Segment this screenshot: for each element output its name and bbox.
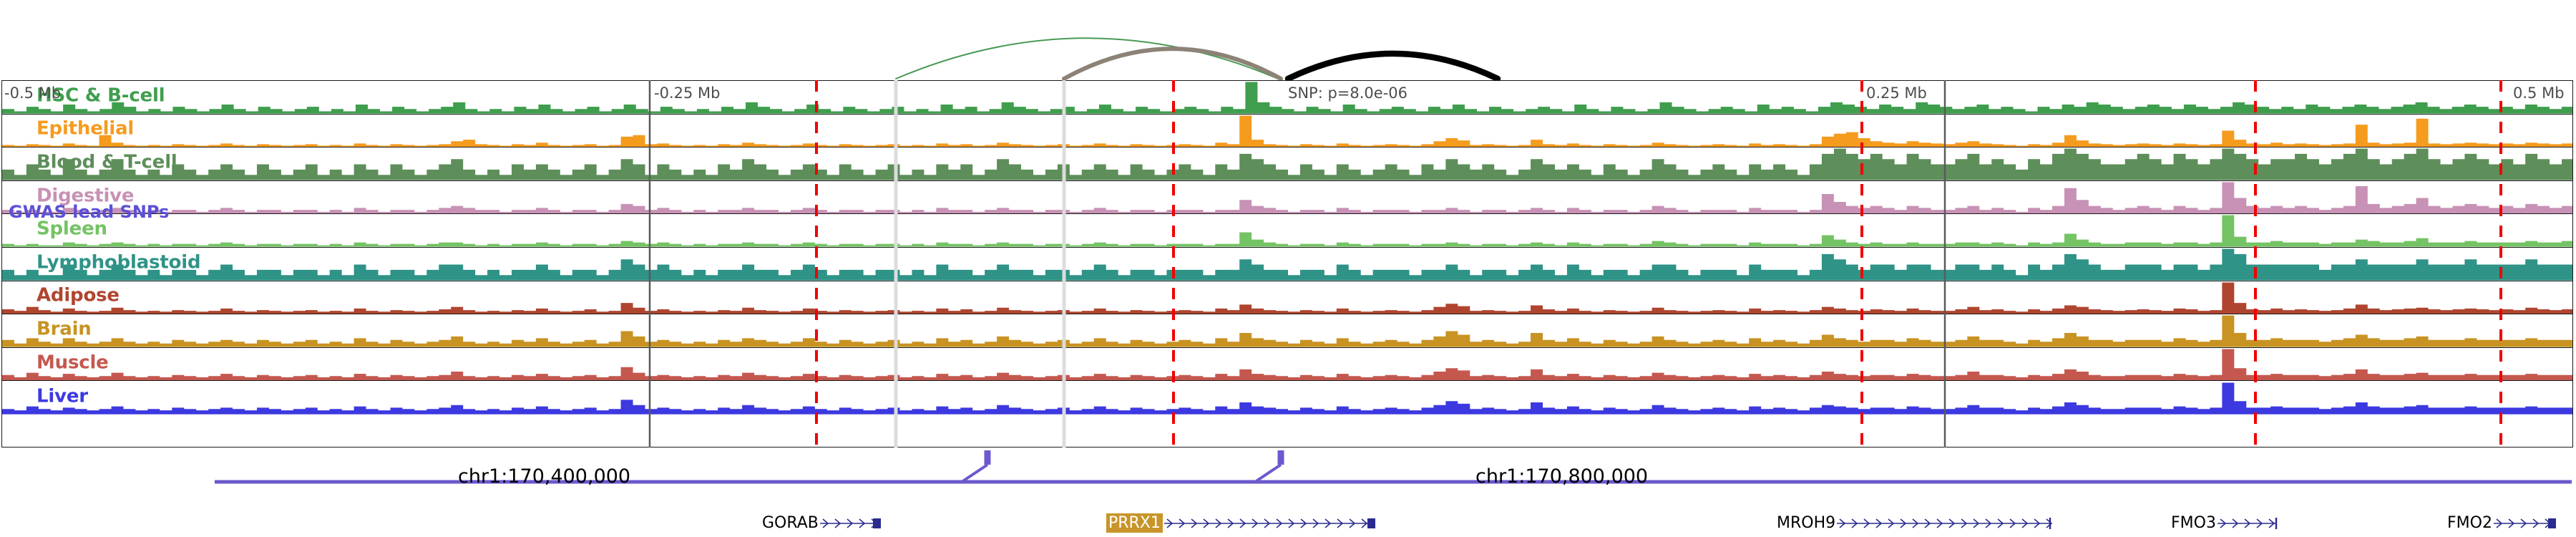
gene-annotation-track: GORAB PRRX1 MROH9 FMO3 FMO2 — [0, 501, 2576, 537]
gene-mroh9[interactable]: MROH9 — [1777, 514, 2060, 532]
signal-track-epithelial[interactable]: Epithelial — [2, 115, 2572, 148]
signal-profile-hsc-b-cell — [2, 82, 2572, 114]
gene-label-prrx1[interactable]: PRRX1 — [1106, 513, 1163, 533]
signal-profile-spleen — [2, 215, 2572, 247]
gene-body-fmo3 — [2217, 517, 2278, 529]
signal-track-muscle[interactable]: Muscle — [2, 348, 2572, 382]
gene-fmo3[interactable]: FMO3 — [2171, 514, 2286, 532]
gene-label-gorab[interactable]: GORAB — [762, 514, 819, 532]
axis-tick-left-025mb: -0.25 Mb — [654, 84, 721, 102]
gene-body-fmo2 — [2493, 518, 2556, 528]
snp-marker-1-connector — [960, 463, 989, 483]
snp-marker-2-connector — [1254, 463, 1282, 483]
signal-track-digestive[interactable]: Digestive — [2, 181, 2572, 215]
chromatin-interaction-arcs — [0, 0, 2576, 80]
signal-track-hsc-b-cell[interactable]: HSC & B-cell — [2, 81, 2572, 115]
gene-body-gorab — [819, 518, 881, 528]
arc-green[interactable] — [895, 37, 1279, 79]
gene-body-mroh9 — [1837, 517, 2053, 529]
signal-profile-muscle — [2, 349, 2572, 381]
gene-body-prrx1 — [1163, 518, 1375, 528]
signal-profile-lymphoblastoid — [2, 248, 2572, 281]
signal-profile-adipose — [2, 282, 2572, 314]
gene-label-fmo3[interactable]: FMO3 — [2171, 514, 2216, 532]
signal-track-brain[interactable]: Brain — [2, 314, 2572, 348]
signal-track-adipose[interactable]: Adipose — [2, 281, 2572, 315]
axis-tick-left-05mb: -0.5 Mb — [4, 84, 62, 102]
gwas-lead-snps-label: GWAS lead SNPs — [9, 202, 170, 222]
gene-prrx1[interactable]: PRRX1 — [1106, 513, 1382, 533]
signal-track-spleen[interactable]: Spleen — [2, 214, 2572, 248]
signal-profile-brain — [2, 315, 2572, 347]
gene-fmo2[interactable]: FMO2 — [2447, 514, 2562, 532]
signal-profile-digestive — [2, 182, 2572, 214]
coordinate-label-left: chr1:170,400,000 — [458, 465, 631, 488]
signal-profile-liver — [2, 382, 2572, 415]
signal-profile-epithelial — [2, 115, 2572, 147]
arc-black[interactable] — [1284, 50, 1501, 80]
signal-track-lymphoblastoid[interactable]: Lymphoblastoid — [2, 248, 2572, 281]
axis-tick-right-025mb: 0.25 Mb — [1866, 84, 1927, 102]
signal-track-liver[interactable]: Liver — [2, 381, 2572, 415]
signal-track-stack: HSC & B-cell Epithelial Blood & T-cell Dige… — [1, 80, 2573, 448]
signal-profile-blood-t-cell — [2, 148, 2572, 180]
coordinate-label-right: chr1:170,800,000 — [1475, 465, 1649, 488]
arc-gray[interactable] — [1062, 47, 1283, 80]
gwas-lead-snp-row — [0, 448, 2576, 487]
gene-label-fmo2[interactable]: FMO2 — [2447, 514, 2492, 532]
axis-tick-right-05mb: 0.5 Mb — [2513, 84, 2565, 102]
gene-gorab[interactable]: GORAB — [762, 514, 887, 532]
signal-track-blood-t-cell[interactable]: Blood & T-cell — [2, 147, 2572, 181]
gene-label-mroh9[interactable]: MROH9 — [1777, 514, 1836, 532]
snp-pvalue-annotation: SNP: p=8.0e-06 — [1288, 84, 1407, 102]
